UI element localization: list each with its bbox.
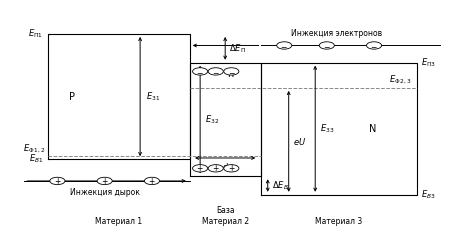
Text: $E_{31}$: $E_{31}$ xyxy=(146,90,160,103)
Circle shape xyxy=(224,165,239,172)
Text: $-$: $-$ xyxy=(281,41,288,50)
Text: База
Материал 2: База Материал 2 xyxy=(201,206,249,226)
Text: $E_{\Phi\,1,2}$: $E_{\Phi\,1,2}$ xyxy=(23,142,46,155)
Text: $E_{\Pi1}$: $E_{\Pi1}$ xyxy=(28,28,43,40)
Text: P: P xyxy=(69,91,74,102)
Text: $E_{33}$: $E_{33}$ xyxy=(320,122,334,135)
Circle shape xyxy=(208,68,223,75)
Text: $+$: $+$ xyxy=(228,163,235,173)
Text: $E_{B1}$: $E_{B1}$ xyxy=(29,153,43,165)
Circle shape xyxy=(319,42,334,49)
Text: $-$: $-$ xyxy=(323,41,330,50)
Circle shape xyxy=(224,68,239,75)
Text: $\Delta E_{\Pi}$: $\Delta E_{\Pi}$ xyxy=(229,42,246,55)
Text: $E_{\Phi\,2,3}$: $E_{\Phi\,2,3}$ xyxy=(389,73,412,86)
Text: $+$: $+$ xyxy=(148,176,156,186)
Text: $+$: $+$ xyxy=(196,163,204,173)
Circle shape xyxy=(277,42,292,49)
Circle shape xyxy=(145,177,159,185)
Text: Инжекция электронов: Инжекция электронов xyxy=(291,30,382,39)
Text: Инжекция дырок: Инжекция дырок xyxy=(70,188,140,197)
Text: N: N xyxy=(369,124,377,134)
Text: d: d xyxy=(222,163,228,172)
Text: $-$: $-$ xyxy=(228,67,235,76)
Circle shape xyxy=(50,177,65,185)
Text: $-$: $-$ xyxy=(196,67,204,76)
Text: $E_{32}$: $E_{32}$ xyxy=(205,113,219,126)
Text: Материал 3: Материал 3 xyxy=(315,217,362,226)
Circle shape xyxy=(208,165,223,172)
Text: $+$: $+$ xyxy=(54,176,61,186)
Circle shape xyxy=(192,165,208,172)
Text: $E_{B3}$: $E_{B3}$ xyxy=(421,188,436,201)
Text: $eU$: $eU$ xyxy=(293,136,307,147)
Text: $-$: $-$ xyxy=(370,41,378,50)
Circle shape xyxy=(366,42,382,49)
Text: $+$: $+$ xyxy=(212,163,219,173)
Text: Материал 1: Материал 1 xyxy=(95,217,142,226)
Text: $\Delta E_{B}$: $\Delta E_{B}$ xyxy=(272,179,288,192)
Circle shape xyxy=(192,68,208,75)
Text: $+$: $+$ xyxy=(101,176,109,186)
Text: $-$: $-$ xyxy=(212,67,219,76)
Text: $E_{\Pi3}$: $E_{\Pi3}$ xyxy=(421,56,437,69)
Text: n: n xyxy=(227,69,233,79)
Circle shape xyxy=(97,177,112,185)
